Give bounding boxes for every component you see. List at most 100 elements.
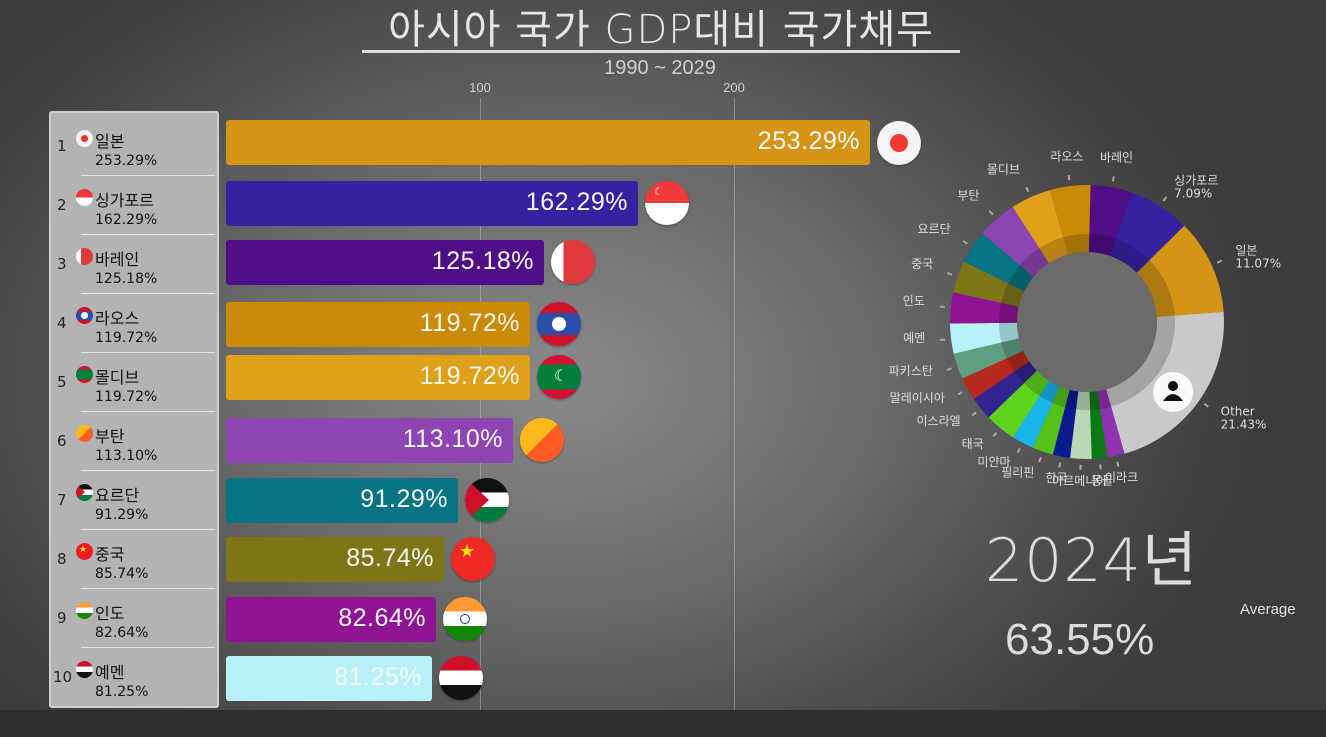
donut-label: 일본 bbox=[1235, 243, 1257, 257]
country-name: 부탄 bbox=[95, 427, 125, 446]
donut-segment bbox=[1110, 192, 1185, 273]
donut-label: Other bbox=[1221, 404, 1255, 418]
flag-jordan-icon bbox=[76, 484, 93, 501]
page-title: 아시아 국가 GDP대비 국가채무 bbox=[388, 7, 934, 53]
bottom-bar bbox=[0, 710, 1326, 737]
divider bbox=[81, 411, 215, 412]
donut-label: 요르단 bbox=[917, 222, 950, 236]
flag-yemen-icon bbox=[439, 656, 483, 700]
donut-label: 라오스 bbox=[1050, 150, 1083, 163]
donut-segment bbox=[1097, 389, 1125, 458]
average-value: 63.55% bbox=[1005, 615, 1155, 664]
bar-singapore: 162.29% bbox=[226, 181, 638, 226]
donut-label: 몽골 bbox=[1091, 473, 1113, 487]
bar-maldives: 119.72% bbox=[226, 355, 530, 400]
country-name: 일본 bbox=[95, 132, 125, 151]
axis-tick-200: 200 bbox=[723, 80, 745, 95]
flag-laos-icon bbox=[537, 302, 581, 346]
flag-maldives-icon bbox=[76, 366, 93, 383]
donut-label: 파키스탄 bbox=[889, 364, 933, 378]
rank-number: 8 bbox=[57, 550, 67, 568]
rank-number: 1 bbox=[57, 137, 67, 155]
divider bbox=[81, 234, 215, 235]
ranking-panel: 1 일본 253.29% 2 싱가포르 162.29% 3 바레인 125.18… bbox=[49, 111, 219, 708]
flag-china-icon: ★ bbox=[451, 537, 495, 581]
country-value: 119.72% bbox=[95, 389, 158, 405]
country-name: 싱가포르 bbox=[95, 191, 154, 210]
donut-label: 중국 bbox=[911, 257, 933, 271]
country-value: 125.18% bbox=[95, 271, 158, 287]
donut-label: 인도 bbox=[903, 294, 925, 308]
country-name: 몰디브 bbox=[95, 368, 140, 387]
donut-segment bbox=[1136, 225, 1224, 317]
donut-segment bbox=[953, 261, 1025, 307]
donut-label: 몰디브 bbox=[987, 162, 1020, 176]
flag-laos-icon bbox=[76, 307, 93, 324]
ranking-row: 3 바레인 125.18% bbox=[51, 235, 219, 294]
person-icon bbox=[1153, 372, 1193, 412]
donut-segment bbox=[963, 233, 1034, 292]
axis-tick-100: 100 bbox=[469, 80, 491, 95]
bar-jordan: 91.29% bbox=[226, 478, 458, 523]
country-value: 91.29% bbox=[95, 507, 149, 523]
ranking-row: 10 예멘 81.25% bbox=[51, 648, 219, 707]
gridline-100 bbox=[480, 98, 481, 710]
divider bbox=[81, 470, 215, 471]
bar-value-label: 81.25% bbox=[334, 663, 422, 691]
country-value: 81.25% bbox=[95, 684, 149, 700]
donut-segment bbox=[988, 370, 1050, 438]
rank-number: 3 bbox=[57, 255, 67, 273]
country-value: 82.64% bbox=[95, 625, 149, 641]
ranking-row: 6 부탄 113.10% bbox=[51, 412, 219, 471]
rank-number: 5 bbox=[57, 373, 67, 391]
donut-label: 말레이시아 bbox=[890, 391, 945, 405]
flag-bahrain-icon bbox=[551, 240, 595, 284]
donut-segment bbox=[1089, 391, 1108, 459]
rank-number: 2 bbox=[57, 196, 67, 214]
bar-value-label: 91.29% bbox=[360, 485, 448, 513]
country-value: 85.74% bbox=[95, 566, 149, 582]
ranking-row: 5 몰디브 119.72% bbox=[51, 353, 219, 412]
ranking-row: 8 ★ 중국 85.74% bbox=[51, 530, 219, 589]
country-name: 요르단 bbox=[95, 486, 140, 505]
country-name: 예멘 bbox=[95, 663, 125, 682]
bar-value-label: 82.64% bbox=[338, 604, 426, 632]
donut-segments bbox=[950, 185, 1224, 459]
rank-number: 6 bbox=[57, 432, 67, 450]
period-subtitle: 1990 ~ 2029 bbox=[604, 57, 716, 79]
bar-value-label: 113.10% bbox=[402, 425, 503, 453]
bar-bhutan: 113.10% bbox=[226, 418, 513, 463]
ranking-row: 1 일본 253.29% bbox=[51, 117, 219, 176]
svg-text:11.07%: 11.07% bbox=[1235, 256, 1281, 270]
svg-text:21.43%: 21.43% bbox=[1221, 417, 1267, 431]
donut-segment bbox=[962, 350, 1030, 400]
flag-bahrain-icon bbox=[76, 248, 93, 265]
donut-hole bbox=[1017, 252, 1157, 392]
bar-value-label: 125.18% bbox=[431, 247, 534, 275]
donut-label: 싱가포르 bbox=[1174, 173, 1218, 187]
year-display: 2024년 bbox=[985, 526, 1198, 596]
flag-maldives-icon: ☾ bbox=[537, 355, 581, 399]
flag-bhutan-icon bbox=[520, 418, 564, 462]
donut-segment bbox=[953, 338, 1024, 379]
bar-india: 82.64% bbox=[226, 597, 436, 642]
ranking-row: 4 라오스 119.72% bbox=[51, 294, 219, 353]
flag-singapore-icon bbox=[76, 189, 93, 206]
donut-label: 부탄 bbox=[957, 188, 979, 202]
donut-segment bbox=[973, 361, 1037, 418]
donut-label: 바레인 bbox=[1100, 151, 1133, 165]
donut-label: 태국 bbox=[962, 437, 984, 451]
divider bbox=[81, 293, 215, 294]
donut-segment bbox=[1049, 185, 1091, 255]
flag-china-icon: ★ bbox=[76, 543, 93, 560]
donut-segment bbox=[1052, 389, 1079, 458]
gridline-200 bbox=[734, 98, 735, 710]
country-value: 253.29% bbox=[95, 153, 158, 169]
bar-laos: 119.72% bbox=[226, 302, 530, 347]
donut-segment bbox=[1069, 391, 1092, 459]
rank-number: 9 bbox=[57, 609, 67, 627]
donut-label: 아르메니아 bbox=[1052, 474, 1107, 488]
flag-india-icon bbox=[443, 597, 487, 641]
divider bbox=[81, 352, 215, 353]
